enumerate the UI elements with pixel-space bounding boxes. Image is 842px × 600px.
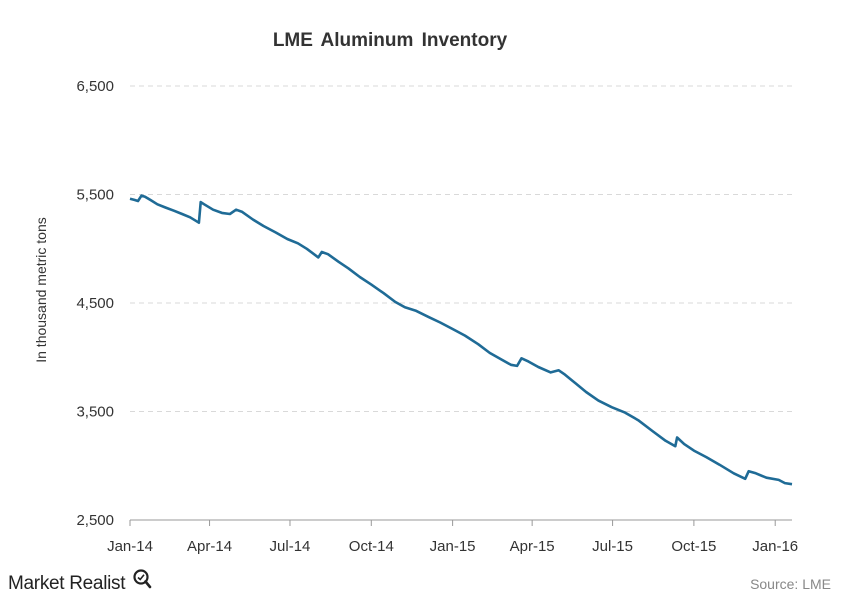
- y-tick-label: 2,500: [76, 512, 114, 529]
- x-tick-label: Jan-16: [752, 538, 798, 555]
- y-tick-label: 3,500: [76, 404, 114, 421]
- x-tick-label: Jul-15: [592, 538, 633, 555]
- inventory-series-line: [129, 194, 793, 486]
- y-tick-labels: 2,500 3,500 4,500 5,500 6,500: [76, 78, 114, 529]
- x-tick-label: Jan-15: [430, 538, 476, 555]
- x-tick-label: Jan-14: [107, 538, 153, 555]
- series-group: [129, 194, 793, 486]
- brand-name: Market Realist: [8, 573, 126, 594]
- x-tick-label: Jul-14: [270, 538, 311, 555]
- x-tick-label: Apr-14: [187, 538, 232, 555]
- x-tick-label: Oct-15: [671, 538, 716, 555]
- chart-title: LME Aluminum Inventory: [272, 30, 508, 51]
- x-tick-label: Apr-15: [510, 538, 555, 555]
- axes: [129, 519, 792, 526]
- y-tick-label: 4,500: [76, 295, 114, 312]
- source-note: Source: LME: [750, 576, 831, 592]
- gridlines: [130, 85, 792, 412]
- y-tick-label: 5,500: [76, 187, 114, 204]
- x-tick-labels: Jan-14 Apr-14 Jul-14 Oct-14 Jan-15 Apr-15 Jul-…: [107, 538, 798, 555]
- y-tick-label: 6,500: [76, 78, 114, 95]
- x-tick-label: Oct-14: [349, 538, 394, 555]
- magnifier-q-icon: [133, 569, 152, 589]
